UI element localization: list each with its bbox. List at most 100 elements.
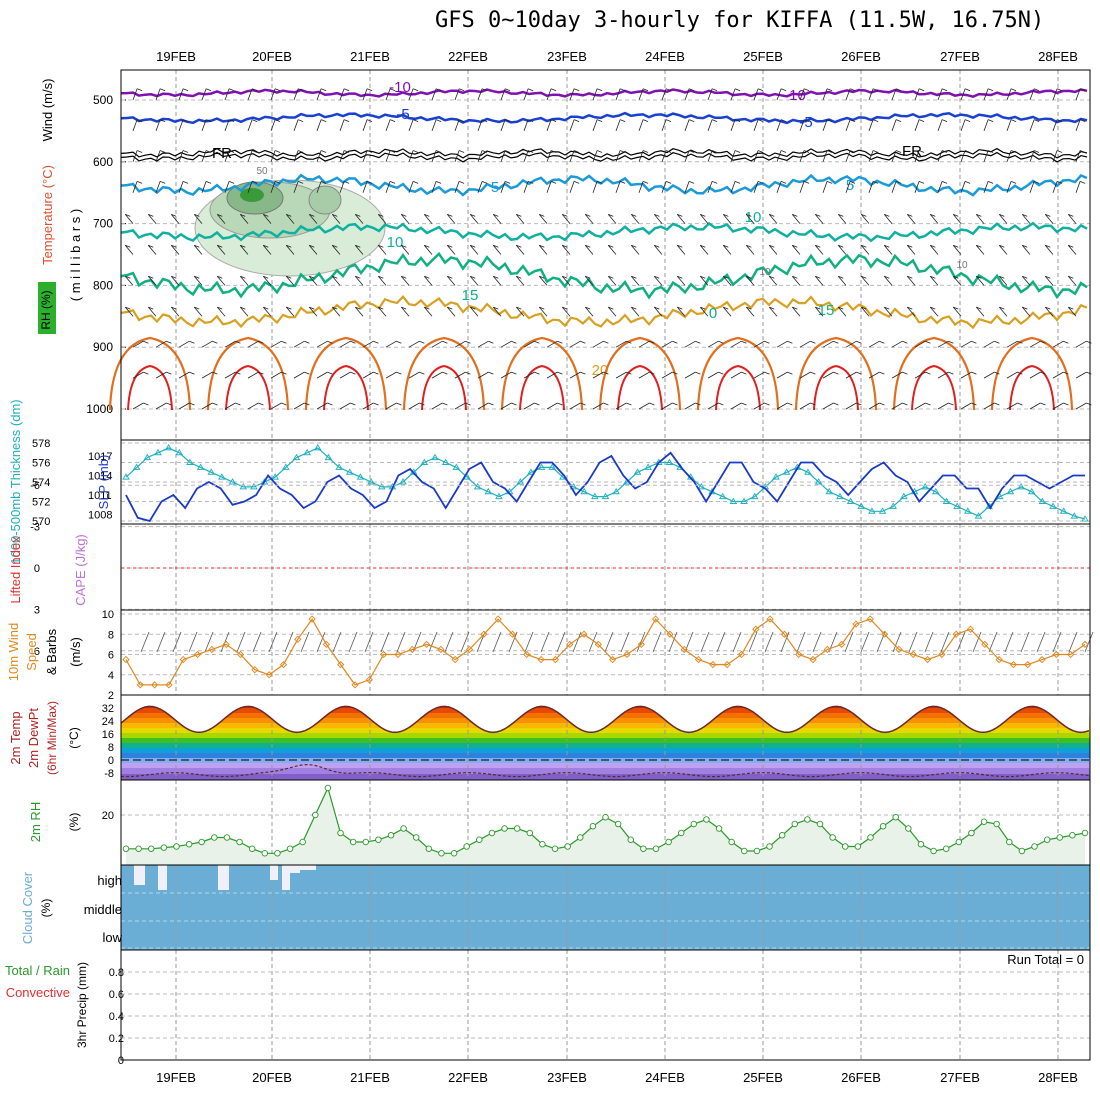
- wind-barb: [178, 181, 184, 193]
- thickness-marker: [239, 483, 248, 490]
- rh-contour-label: 50: [256, 166, 268, 177]
- thickness-marker: [580, 487, 588, 495]
- wind10-marker: [880, 630, 889, 638]
- thickness-marker: [218, 473, 226, 480]
- surface-wind-barb: [332, 631, 342, 653]
- wind-barb: [362, 340, 374, 348]
- wind-barb-flag: [343, 150, 350, 153]
- wind-barb: [354, 214, 364, 224]
- wind10-marker: [809, 655, 817, 664]
- wind-barb: [638, 181, 644, 193]
- wind-barb: [891, 402, 903, 410]
- wind-barb-flag: [792, 214, 798, 217]
- thickness-marker: [473, 483, 482, 490]
- wind-barb-flag: [734, 181, 741, 184]
- wind-barb-flag: [792, 306, 798, 310]
- surface-wind-barb: [668, 631, 678, 653]
- isotherm-25-arch: [206, 336, 290, 411]
- wind10-marker: [923, 655, 932, 664]
- wind-barb: [201, 402, 213, 410]
- wind-barb-flag: [350, 340, 356, 344]
- wind-barb: [454, 181, 460, 193]
- rh-color-swatch: [38, 282, 56, 334]
- wind-barb: [799, 181, 805, 193]
- wind-barb-flag: [488, 371, 494, 375]
- pressure-tick: 800: [93, 278, 113, 292]
- wind-barb: [1075, 340, 1087, 348]
- wind-barb-flag: [378, 306, 384, 310]
- wind-barb: [776, 119, 782, 132]
- isotherm-label: -10: [784, 87, 806, 104]
- surface-wind-barb: [268, 631, 278, 653]
- wind-barb-flag: [447, 244, 453, 248]
- thickness-axis-label: 1000-500mb Thickness (dm): [8, 399, 23, 564]
- wind-barb-flag: [925, 371, 931, 375]
- isotherm-30-arch: [421, 364, 467, 411]
- wind-barb-flag: [389, 119, 396, 122]
- wind-barb: [615, 119, 621, 132]
- rh2m-marker: [173, 843, 180, 850]
- wind-barb-flag: [672, 371, 678, 375]
- wind-barb-flag: [608, 214, 614, 217]
- wind-barb: [929, 306, 939, 317]
- wind-barb: [170, 275, 180, 286]
- date-label-bottom: 20FEB: [252, 1070, 292, 1085]
- surface-wind-barb: [700, 631, 710, 653]
- wind-barb-flag: [895, 181, 902, 184]
- wind-barb: [193, 245, 203, 255]
- surface-wind-barb: [492, 631, 502, 653]
- wind10-marker: [594, 640, 602, 649]
- rh2m-marker: [274, 850, 281, 857]
- wind-barb: [707, 150, 713, 162]
- wind-barb: [523, 150, 529, 162]
- thickness-marker: [1006, 487, 1015, 495]
- wind-barb: [952, 275, 962, 286]
- rh2m-marker: [501, 825, 508, 832]
- thickness-marker: [644, 463, 652, 470]
- surface-wind-barb: [236, 631, 246, 653]
- wind-barb: [837, 275, 847, 286]
- wind-barb-flag: [953, 214, 959, 217]
- wind10-marker: [408, 645, 416, 654]
- wind-barb: [1006, 119, 1012, 132]
- wind-barb: [730, 402, 742, 410]
- wind-barb-flag: [1033, 150, 1040, 153]
- wind10-marker: [179, 655, 187, 664]
- wind-barb: [1067, 245, 1077, 255]
- wind-barb: [523, 340, 535, 348]
- isotherm-5: [120, 173, 1088, 197]
- rh2m-marker: [627, 836, 634, 844]
- wind-barb-flag: [718, 402, 724, 406]
- pressure-axis-label: ( m i l l i b a r s ): [68, 209, 83, 301]
- wind-barb: [638, 340, 650, 348]
- wind-barb: [308, 245, 318, 255]
- wind-barb-flag: [1045, 244, 1051, 248]
- wind-barb: [224, 119, 230, 132]
- surface-wind-barb: [300, 631, 310, 653]
- rh2m-marker: [892, 814, 899, 821]
- rh2m-marker: [577, 834, 584, 841]
- wind-barb-flag: [994, 371, 1000, 375]
- wind-barb-flag: [849, 181, 856, 184]
- wind-barb-flag: [470, 275, 476, 279]
- wind-barb-flag: [964, 88, 971, 92]
- wind-axis-label: Wind (m/s): [40, 79, 55, 142]
- wind-barb-flag: [396, 371, 402, 375]
- thickness-marker: [377, 483, 386, 490]
- wind-barb-flag: [1086, 402, 1092, 406]
- rh2m-marker: [741, 847, 748, 855]
- surface-wind-barb: [652, 631, 662, 653]
- wind-barb-flag: [626, 371, 632, 375]
- wind-barb: [446, 245, 456, 255]
- slp-tick: 1008: [88, 510, 112, 522]
- thickness-marker: [228, 478, 237, 485]
- wind-barb-flag: [780, 88, 787, 92]
- wind-barb-flag: [741, 371, 747, 375]
- date-label-top: 28FEB: [1038, 49, 1078, 64]
- wind-barb: [339, 88, 345, 101]
- thickness-marker: [974, 512, 983, 519]
- wind-barb: [454, 340, 466, 348]
- wind-barb-flag: [1033, 119, 1040, 122]
- wind-barb: [270, 402, 282, 410]
- wind-barb-flag: [281, 402, 287, 406]
